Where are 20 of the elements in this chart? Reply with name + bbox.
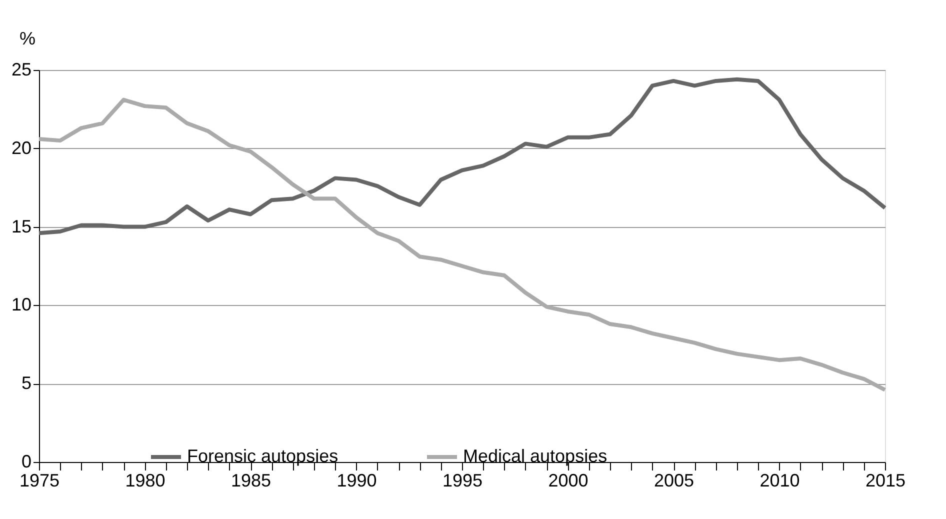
x-tick-label: 1985 (230, 470, 272, 490)
y-tick-label: 15 (11, 216, 32, 236)
y-tick-label: 0 (21, 452, 32, 472)
legend-label: Forensic autopsies (187, 446, 338, 466)
y-tick-label: 25 (11, 60, 32, 80)
x-tick-label: 1995 (442, 470, 483, 490)
x-tick-label: 2005 (654, 470, 694, 490)
x-tick-label: 1975 (19, 470, 60, 490)
x-tick-label: 2000 (548, 470, 588, 490)
y-axis-title: % (20, 28, 36, 48)
x-tick-label: 2010 (760, 470, 800, 490)
y-tick-label: 10 (11, 294, 32, 315)
x-tick-label: 1990 (336, 470, 377, 490)
x-tick-label: 1980 (125, 470, 166, 490)
y-tick-label: 5 (21, 373, 32, 394)
y-tick-label: 20 (11, 138, 32, 158)
line-series (37, 98, 887, 392)
legend-label: Medical autopsies (463, 446, 608, 466)
line-series (37, 77, 887, 236)
x-tick-label: 2015 (865, 470, 906, 490)
